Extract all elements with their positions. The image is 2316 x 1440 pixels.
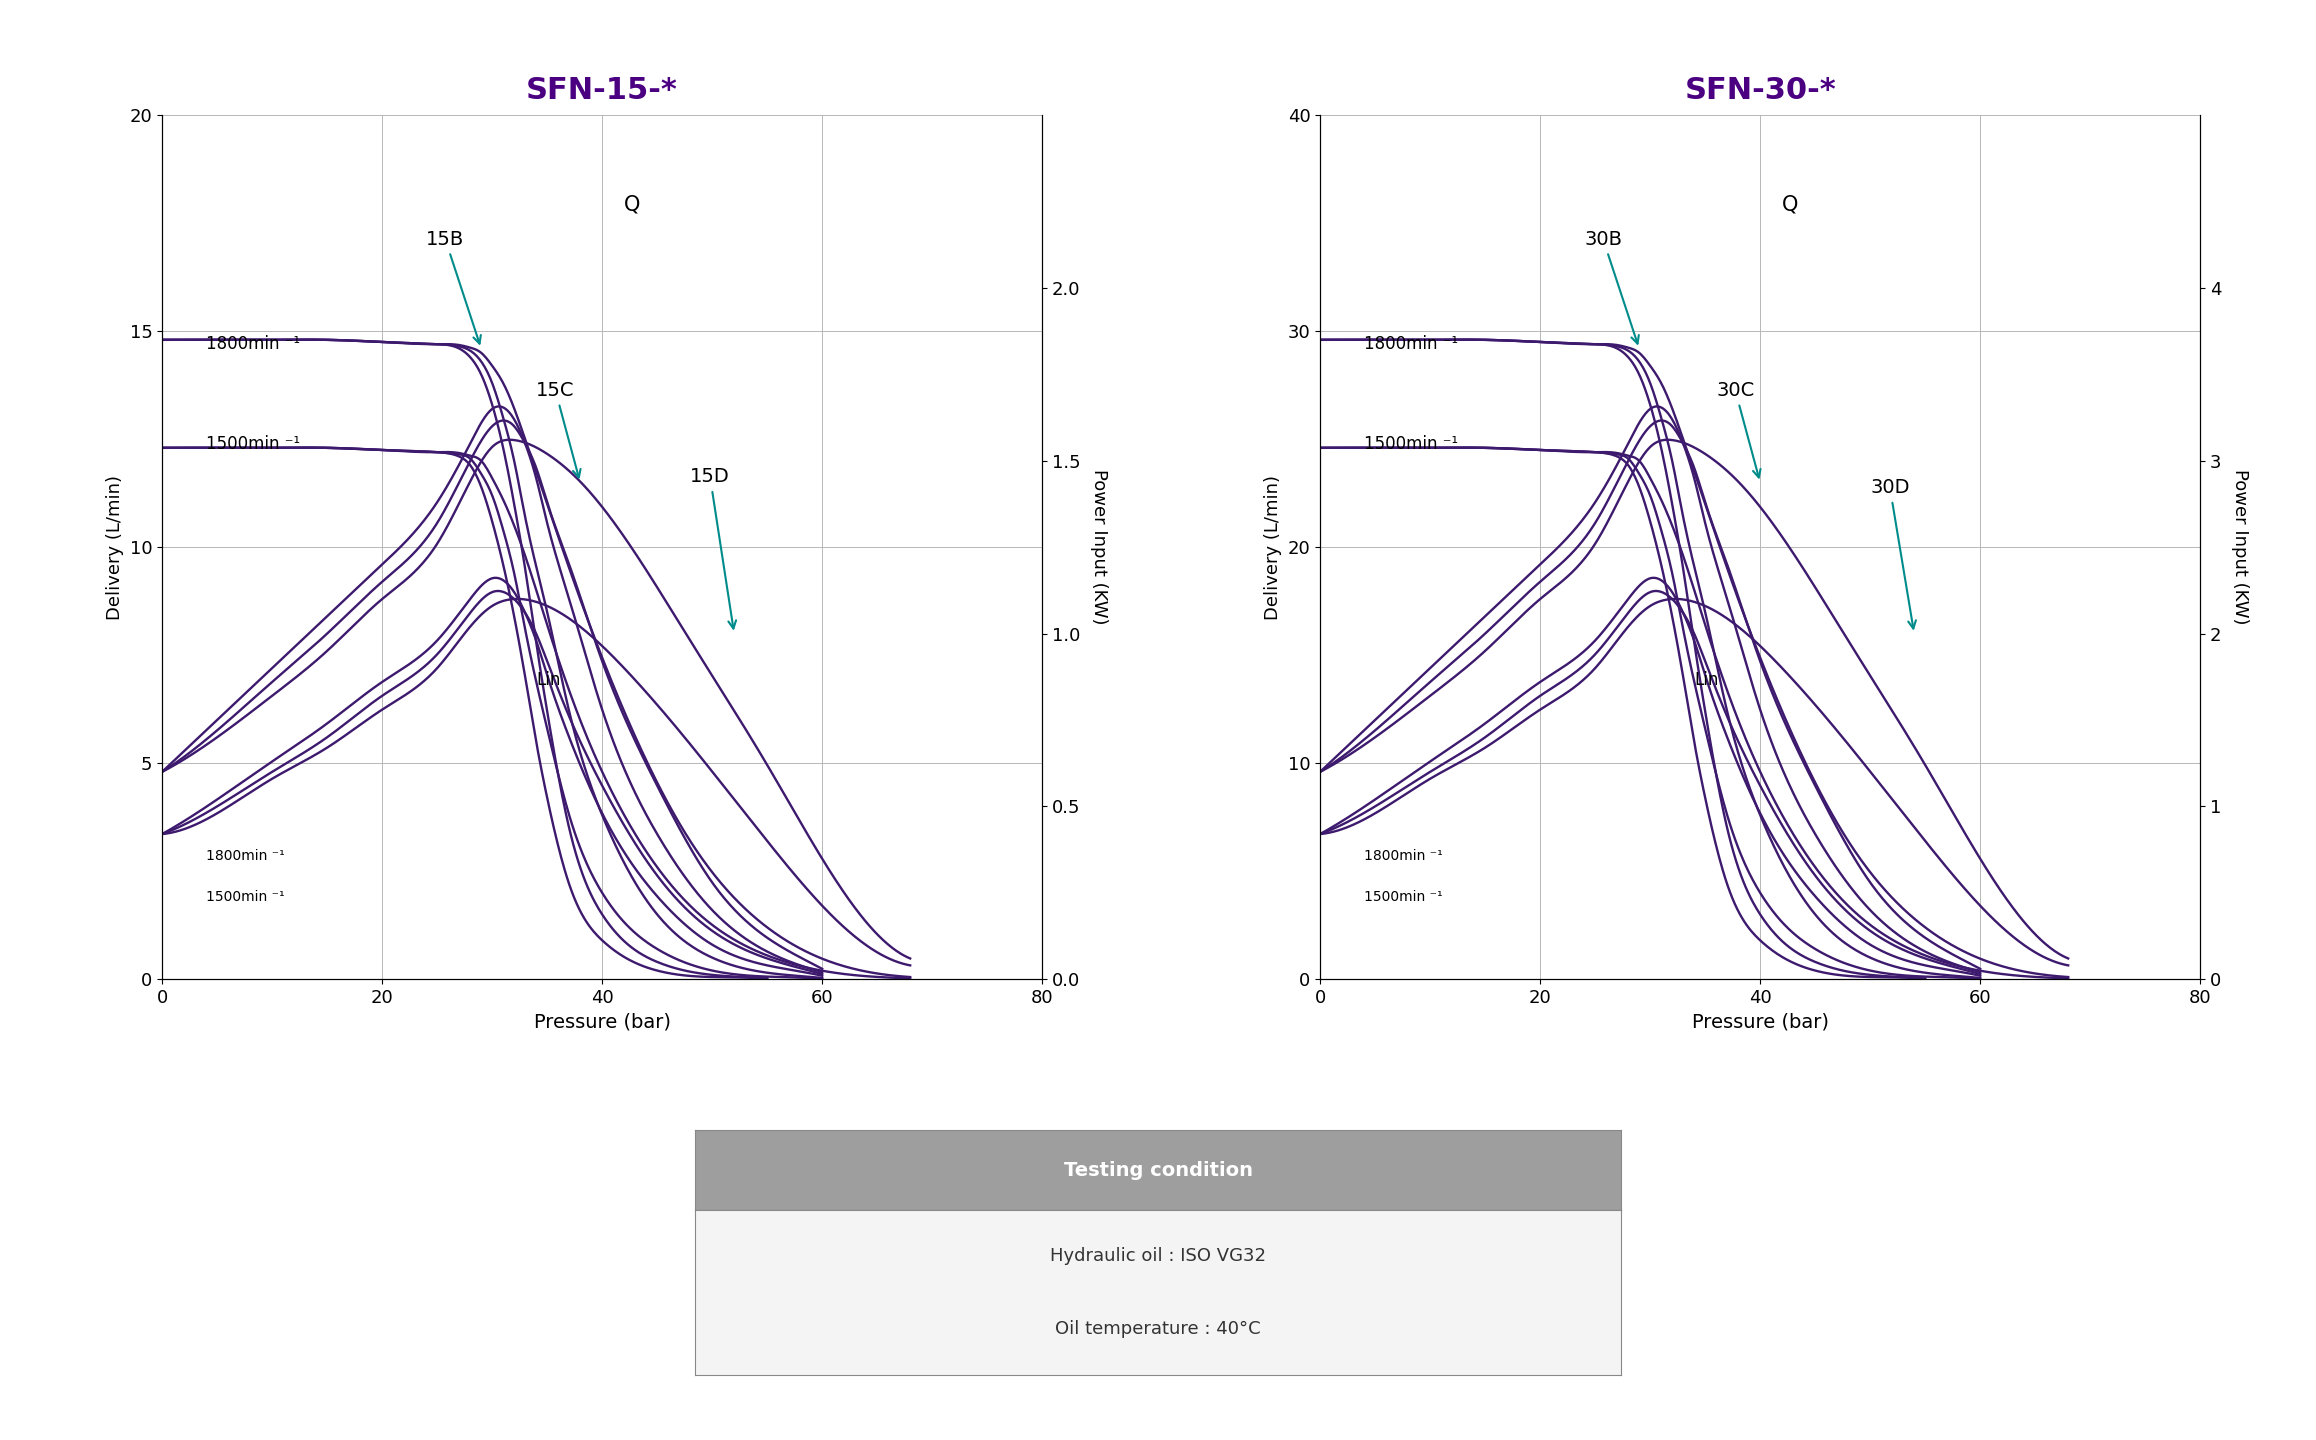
Y-axis label: Delivery (L/min): Delivery (L/min) xyxy=(1265,475,1283,619)
Text: Hydraulic oil : ISO VG32: Hydraulic oil : ISO VG32 xyxy=(1049,1247,1267,1264)
Title: SFN-15-*: SFN-15-* xyxy=(526,75,679,105)
Text: Testing condition: Testing condition xyxy=(1063,1161,1253,1179)
Text: Lin: Lin xyxy=(535,671,560,690)
Text: 1800min ⁻¹: 1800min ⁻¹ xyxy=(1364,850,1443,863)
Text: 30D: 30D xyxy=(1869,478,1915,628)
Text: 15B: 15B xyxy=(426,230,482,344)
Text: 1800min ⁻¹: 1800min ⁻¹ xyxy=(206,850,285,863)
Text: 30B: 30B xyxy=(1584,230,1640,344)
Y-axis label: Power Input (KW): Power Input (KW) xyxy=(2230,469,2249,625)
X-axis label: Pressure (bar): Pressure (bar) xyxy=(1691,1012,1830,1031)
Text: Lin: Lin xyxy=(1693,671,1718,690)
Text: 1800min ⁻¹: 1800min ⁻¹ xyxy=(1364,336,1459,353)
Text: 30C: 30C xyxy=(1716,382,1760,478)
Text: Oil temperature : 40°C: Oil temperature : 40°C xyxy=(1056,1320,1260,1338)
Text: 15C: 15C xyxy=(535,382,581,478)
Text: 1500min ⁻¹: 1500min ⁻¹ xyxy=(206,890,285,904)
X-axis label: Pressure (bar): Pressure (bar) xyxy=(533,1012,672,1031)
Text: Q: Q xyxy=(625,194,642,215)
Text: 1500min ⁻¹: 1500min ⁻¹ xyxy=(1364,890,1443,904)
Text: 15D: 15D xyxy=(690,468,736,628)
Text: 1500min ⁻¹: 1500min ⁻¹ xyxy=(1364,435,1459,452)
Y-axis label: Delivery (L/min): Delivery (L/min) xyxy=(107,475,125,619)
Title: SFN-30-*: SFN-30-* xyxy=(1684,75,1837,105)
Text: 1800min ⁻¹: 1800min ⁻¹ xyxy=(206,336,301,353)
Text: 1500min ⁻¹: 1500min ⁻¹ xyxy=(206,435,301,452)
Y-axis label: Power Input (KW): Power Input (KW) xyxy=(1091,469,1109,625)
Text: Q: Q xyxy=(1781,194,1800,215)
